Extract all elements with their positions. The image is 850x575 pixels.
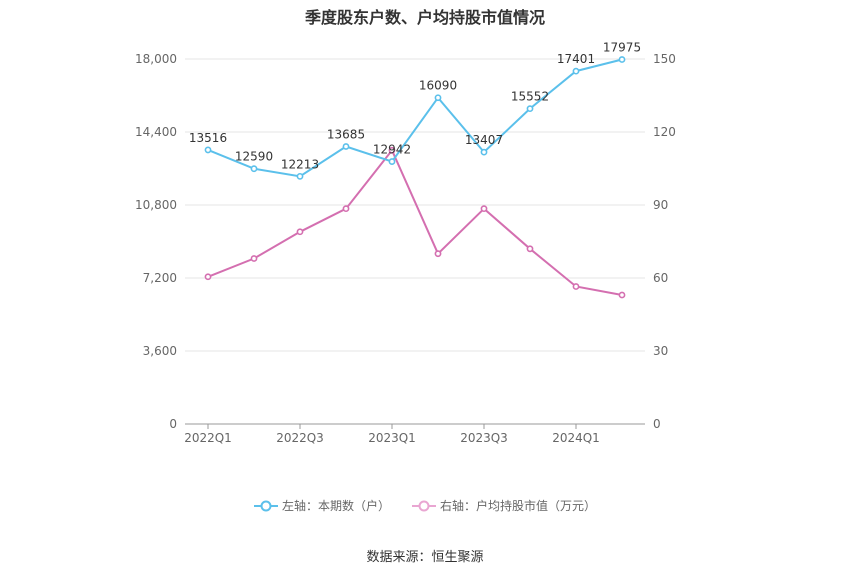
gridlines — [185, 58, 645, 352]
right-axis-tick-label: 30 — [653, 344, 668, 358]
left-axis-tick-label: 7,200 — [143, 271, 177, 285]
right-axis-tick-label: 90 — [653, 198, 668, 212]
data-label: 13685 — [327, 127, 365, 141]
right-axis-tick-label: 150 — [653, 52, 676, 66]
data-point-shareholders — [572, 67, 580, 75]
data-point-shareholders — [618, 56, 626, 63]
data-point-avg-market-value — [618, 291, 626, 299]
legend-label-right-series: 右轴：户均持股市值（万元） — [440, 499, 597, 513]
data-point-shareholders — [296, 172, 304, 180]
left-axis-tick-label: 10,800 — [135, 198, 177, 212]
data-point-shareholders — [480, 148, 488, 156]
left-axis-tick-label: 18,000 — [135, 52, 177, 66]
left-axis-tick-label: 3,600 — [143, 344, 177, 358]
data-label: 12590 — [235, 150, 273, 164]
chart-title: 季度股东户数、户均持股市值情况 — [304, 8, 545, 27]
x-axis-tick-label: 2022Q3 — [276, 431, 324, 445]
data-point-avg-market-value — [572, 283, 580, 290]
data-label: 12213 — [281, 157, 319, 171]
legend-item-left-series[interactable]: 左轴：本期数（户） — [253, 497, 390, 514]
data-label: 17401 — [557, 52, 595, 66]
axes: 0 0 3,600 30 7,200 60 10,800 90 14,400 120 18,000 1… — [135, 52, 676, 445]
data-point-avg-market-value — [250, 255, 258, 262]
data-point-shareholders — [342, 143, 350, 150]
left-axis-tick-label: 0 — [169, 417, 177, 431]
x-axis-tick-label: 2022Q1 — [184, 431, 232, 445]
data-point-avg-market-value — [526, 245, 534, 253]
data-label: 13407 — [465, 133, 503, 147]
right-axis-tick-label: 120 — [653, 125, 676, 139]
legend-item-right-series[interactable]: 右轴：户均持股市值（万元） — [412, 497, 596, 514]
data-source: 数据来源：恒生聚源 — [366, 550, 484, 565]
data-point-avg-market-value — [480, 205, 488, 213]
data-label: 17975 — [603, 41, 641, 55]
data-point-shareholders — [388, 158, 396, 165]
x-axis-tick-label: 2023Q1 — [368, 431, 416, 445]
data-point-shareholders — [204, 146, 212, 154]
data-point-shareholders — [526, 105, 534, 113]
data-label: 15552 — [511, 90, 549, 104]
series-lines — [204, 56, 626, 299]
legend: 左轴：本期数（户） 右轴：户均持股市值（万元） — [0, 497, 850, 514]
series-line-avg-market-value — [207, 148, 623, 296]
data-point-shareholders — [434, 94, 442, 102]
right-axis-tick-label: 0 — [653, 417, 661, 431]
data-point-avg-market-value — [434, 250, 442, 258]
left-axis-tick-label: 14,400 — [135, 125, 177, 139]
x-axis-tick-label: 2023Q3 — [460, 431, 508, 445]
legend-swatch-pink-icon — [412, 500, 436, 511]
right-axis-tick-label: 60 — [653, 271, 668, 285]
data-point-avg-market-value — [342, 205, 350, 213]
legend-swatch-blue-icon — [253, 500, 278, 511]
data-point-avg-market-value — [296, 228, 304, 236]
series-line-shareholders — [207, 58, 623, 178]
data-point-shareholders — [250, 165, 258, 173]
x-axis-tick-label: 2024Q1 — [552, 431, 600, 445]
legend-label-left-series: 左轴：本期数（户） — [281, 499, 390, 513]
data-label: 13516 — [189, 131, 227, 145]
data-label: 12942 — [373, 143, 411, 157]
data-point-avg-market-value — [204, 273, 212, 281]
data-point-avg-market-value — [388, 146, 396, 154]
data-label: 16090 — [419, 79, 457, 93]
data-labels: 13516 12590 12213 13685 12942 16090 13407 15552… — [189, 41, 641, 172]
